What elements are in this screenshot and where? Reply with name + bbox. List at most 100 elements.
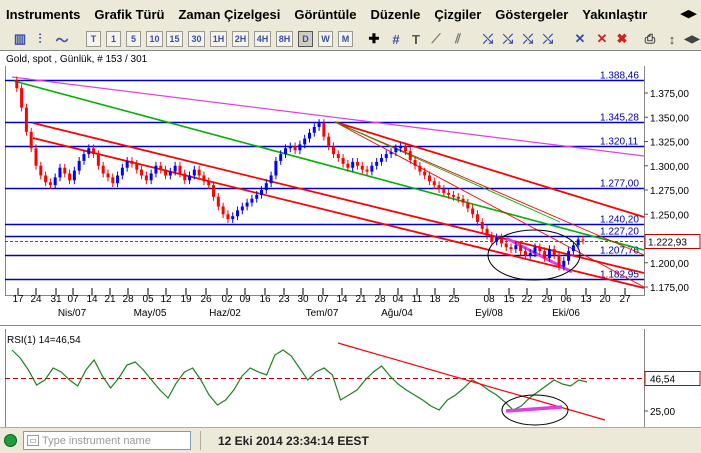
- lower-channel-top[interactable]: [32, 122, 645, 274]
- bar-chart-icon[interactable]: ⫶: [38, 31, 42, 46]
- level-label: 1.388,46: [600, 71, 639, 82]
- trend-tool-3-icon[interactable]: ⤯: [522, 31, 534, 46]
- date-tick-label: 16: [259, 294, 271, 305]
- rsi-highlight-ellipse[interactable]: [501, 394, 569, 426]
- date-tick-label: 04: [392, 294, 404, 305]
- instrument-type-icon[interactable]: ▭: [27, 435, 39, 446]
- menu-grafik-t-r-[interactable]: Grafik Türü: [94, 6, 165, 22]
- timeframe-button-4h[interactable]: 4H: [254, 31, 271, 47]
- candle-body: [403, 146, 407, 152]
- green-trendline[interactable]: [13, 80, 645, 251]
- menu-zaman-izelgesi[interactable]: Zaman Çizelgesi: [178, 6, 281, 22]
- timeframe-button-1h[interactable]: 1H: [210, 31, 227, 47]
- delete-selected-icon[interactable]: ✕: [574, 31, 586, 46]
- trend-tool-4-icon[interactable]: ⤯: [542, 31, 554, 46]
- timeframe-button-1[interactable]: 1: [106, 31, 121, 47]
- candle-body: [399, 146, 403, 149]
- trend-tool-1-icon[interactable]: ⤯: [482, 31, 494, 46]
- candle-body: [144, 175, 148, 181]
- menu-d-zenle[interactable]: Düzenle: [370, 6, 421, 22]
- candle-body: [24, 107, 28, 132]
- timeframe-button-t[interactable]: T: [86, 31, 101, 47]
- delete-all-icon[interactable]: ✖: [616, 31, 628, 46]
- timeframe-button-5[interactable]: 5: [126, 31, 141, 47]
- timeframe-button-30[interactable]: 30: [188, 31, 205, 47]
- line-tool-icon[interactable]: ⟋: [431, 31, 441, 46]
- date-tick-label: 20: [599, 294, 611, 305]
- crosshair-icon[interactable]: ✚: [368, 31, 380, 46]
- candle-body: [288, 146, 292, 149]
- timeframe-button-w[interactable]: W: [318, 31, 333, 47]
- line-chart-icon[interactable]: 〜: [55, 32, 69, 48]
- menu-overflow-icon[interactable]: ◀▶: [680, 8, 697, 20]
- month-label: Ağu/04: [381, 308, 413, 319]
- candle-body: [279, 154, 283, 161]
- candle-body: [389, 152, 393, 155]
- zoom-in-icon[interactable]: ↕: [668, 31, 676, 47]
- fan-line-2[interactable]: [334, 121, 645, 256]
- rsi-value-label: 46,54: [650, 375, 675, 386]
- menu--izgiler[interactable]: Çizgiler: [434, 6, 482, 22]
- instrument-search-box[interactable]: ▭: [23, 431, 191, 450]
- trend-tool-2-icon[interactable]: ⤯: [502, 31, 514, 46]
- text-tool-icon[interactable]: T: [412, 31, 420, 47]
- candle-body: [135, 163, 139, 170]
- date-tick-label: 26: [200, 294, 212, 305]
- date-tick-label: 05: [142, 294, 154, 305]
- green-fan-line[interactable]: [334, 121, 561, 223]
- server-datetime: 12 Eki 2014 23:34:14 EEST: [218, 434, 369, 448]
- magenta-trendline[interactable]: [11, 76, 645, 157]
- lower-channel-bottom[interactable]: [32, 137, 645, 289]
- candle-body: [221, 206, 225, 215]
- fan-line-1[interactable]: [334, 121, 645, 288]
- timeframe-button-m[interactable]: M: [338, 31, 353, 47]
- candle-body: [48, 182, 52, 186]
- candle-body: [231, 216, 235, 220]
- candle-body: [499, 237, 503, 244]
- menu-yak-nla-t-r[interactable]: Yakınlaştır: [582, 6, 648, 22]
- rsi-magenta-line[interactable]: [505, 405, 563, 413]
- instrument-search-input[interactable]: [42, 434, 182, 447]
- candle-body: [322, 123, 326, 137]
- candlestick-chart-icon[interactable]: ▥: [13, 31, 27, 46]
- print-icon[interactable]: ⎙: [644, 31, 656, 46]
- candle-body: [418, 165, 422, 172]
- candle-body: [514, 245, 518, 250]
- chart-area[interactable]: Gold, spot , Günlük, # 153 / 301 1.388,4…: [0, 50, 701, 427]
- highlight-ellipse[interactable]: [487, 229, 581, 281]
- timeframe-button-d[interactable]: D: [298, 31, 313, 47]
- candle-body: [490, 235, 494, 242]
- candle-body: [557, 254, 561, 267]
- candle-body: [58, 167, 62, 178]
- candle-body: [442, 189, 446, 193]
- toolbar-overflow-icon[interactable]: ◀▶: [684, 33, 700, 45]
- connection-status-icon: [4, 434, 17, 447]
- month-label: Haz/02: [209, 308, 241, 319]
- price-chart[interactable]: Gold, spot , Günlük, # 153 / 301 1.388,4…: [0, 50, 701, 427]
- timeframe-button-2h[interactable]: 2H: [232, 31, 249, 47]
- date-tick-label: 24: [30, 294, 42, 305]
- date-tick-label: 22: [521, 294, 533, 305]
- menu-instruments[interactable]: Instruments: [6, 6, 81, 22]
- grid-icon[interactable]: #: [392, 31, 400, 47]
- date-tick-label: 17: [12, 294, 24, 305]
- timeframe-button-8h[interactable]: 8H: [276, 31, 293, 47]
- candle-body: [312, 126, 316, 133]
- timeframe-button-15[interactable]: 15: [166, 31, 183, 47]
- menu-g-stergeler[interactable]: Göstergeler: [495, 6, 569, 22]
- delete-icon[interactable]: ✕: [596, 31, 608, 46]
- candle-body: [216, 196, 220, 207]
- upper-channel-top[interactable]: [334, 121, 645, 218]
- candle-body: [111, 177, 115, 184]
- magenta-decline-line[interactable]: [505, 236, 573, 274]
- menu-bar: Instruments Grafik Türü Zaman Çizelgesi Gör…: [0, 0, 701, 29]
- menu-g-r-nt-le[interactable]: Görüntüle: [294, 6, 357, 22]
- candle-body: [68, 173, 72, 181]
- candle-body: [164, 169, 168, 176]
- timeframe-button-10[interactable]: 10: [146, 31, 163, 47]
- candle-body: [274, 160, 278, 176]
- channel-tool-icon[interactable]: ⫽: [455, 31, 461, 46]
- candle-body: [370, 165, 374, 172]
- candle-body: [495, 237, 499, 242]
- level-label: 1.277,00: [600, 179, 639, 190]
